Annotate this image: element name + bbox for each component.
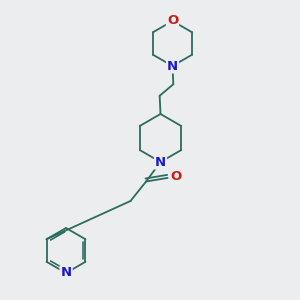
Text: N: N	[60, 266, 72, 280]
Text: N: N	[167, 59, 178, 73]
Text: O: O	[167, 14, 178, 28]
Text: O: O	[170, 170, 182, 183]
Text: N: N	[155, 155, 166, 169]
